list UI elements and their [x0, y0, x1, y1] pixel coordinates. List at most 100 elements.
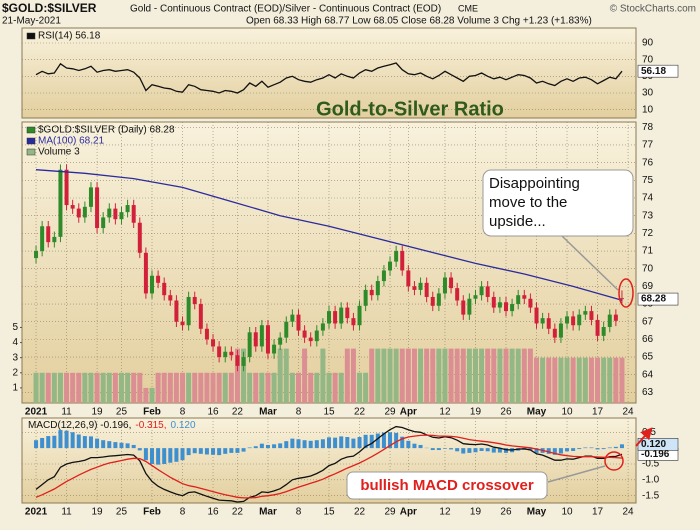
volume-bar	[314, 372, 320, 403]
last-value: -0.196	[641, 449, 670, 460]
x-tick-label: 10	[561, 507, 573, 518]
volume-bar	[94, 372, 100, 403]
candle-body	[510, 304, 515, 312]
volume-bar	[442, 348, 448, 403]
histogram-bar	[381, 432, 386, 449]
histogram-bar	[241, 448, 246, 452]
exchange: CME	[458, 3, 478, 13]
callout-box	[346, 471, 548, 500]
volume-bar	[155, 372, 161, 403]
histogram-bar	[357, 437, 362, 449]
volume-bar	[265, 372, 271, 403]
candle-body	[265, 325, 270, 354]
volume-bar	[295, 372, 301, 403]
x-tick-label: May	[527, 407, 547, 418]
volume-bar	[88, 372, 94, 403]
volume-bar	[332, 372, 338, 403]
volume-bar	[234, 348, 240, 403]
y-tick-label: 69	[642, 281, 654, 292]
volume-bar	[387, 348, 393, 403]
candle-body	[156, 275, 161, 283]
histogram-bar	[95, 438, 100, 449]
candle-body	[229, 351, 234, 356]
volume-bar	[527, 348, 533, 403]
y2-tick-label: 4	[12, 337, 18, 348]
x-tick-label: 2021	[25, 507, 48, 518]
histogram-bar	[272, 444, 277, 449]
x-tick-label: Feb	[143, 407, 161, 418]
histogram-bar	[320, 439, 325, 449]
histogram-bar	[363, 434, 368, 449]
legend-part: -0.315,	[135, 420, 166, 431]
date: 21-May-2021	[2, 16, 61, 27]
callout-line	[561, 235, 619, 291]
candle-body	[46, 226, 51, 243]
candle-body	[217, 346, 222, 358]
volume-bar	[448, 348, 454, 403]
y-tick-label: 90	[642, 38, 654, 49]
histogram-bar	[34, 440, 39, 449]
candle-body	[449, 277, 454, 289]
histogram-bar	[217, 448, 222, 456]
histogram-bar	[150, 448, 155, 464]
y-tick-label: 70	[642, 263, 654, 274]
volume-bar	[552, 357, 558, 403]
candle-body	[369, 289, 374, 296]
volume-bar	[466, 348, 472, 403]
series-line	[35, 169, 623, 301]
x-tick-label: 25	[116, 407, 128, 418]
candle-body	[497, 302, 502, 308]
histogram-bar	[394, 432, 399, 449]
legend-label: RSI(14) 56.18	[38, 31, 101, 42]
volume-bar	[509, 348, 515, 403]
histogram-bar	[442, 448, 447, 449]
candle-body	[131, 205, 136, 223]
histogram-bar	[327, 437, 331, 449]
y-tick-label: 63	[642, 387, 654, 398]
volume-bar	[399, 348, 405, 403]
candle-body	[339, 307, 344, 324]
panel-title: Gold-to-Silver Ratio	[316, 98, 504, 120]
legend-label: MA(100) 68.21	[38, 136, 105, 147]
volume-bar	[430, 348, 436, 403]
x-tick-label: Feb	[143, 507, 161, 518]
y2-tick-label: 3	[12, 352, 18, 363]
histogram-bar	[467, 448, 472, 453]
volume-bar	[180, 372, 186, 403]
volume-bar	[521, 348, 527, 403]
candle-body	[485, 286, 490, 297]
candle-body	[467, 298, 472, 315]
x-tick-label: 12	[439, 507, 451, 518]
highlight-circle	[604, 451, 624, 471]
volume-bar	[253, 372, 259, 403]
candle-body	[345, 307, 350, 319]
candle-body	[430, 296, 435, 306]
x-tick-label: 8	[296, 507, 302, 518]
histogram-bar	[290, 438, 295, 449]
description: Gold - Continuous Contract (EOD)/Silver …	[130, 4, 441, 15]
volume-bar	[76, 372, 82, 403]
histogram-bar	[168, 448, 173, 463]
histogram-bar	[552, 448, 557, 455]
last-value-box	[637, 292, 679, 306]
histogram-bar	[418, 444, 423, 449]
histogram-bar	[449, 448, 454, 450]
volume-bar	[601, 357, 607, 403]
histogram-bar	[259, 443, 264, 449]
candle-body	[272, 344, 277, 354]
y-tick-label: -1.5	[642, 490, 660, 501]
volume-bar	[424, 348, 430, 403]
volume-bar	[363, 372, 369, 403]
candle-body	[241, 357, 246, 366]
volume-bar	[222, 372, 228, 403]
y-tick-label: 70	[642, 54, 654, 65]
candle-body	[540, 318, 545, 324]
histogram-bar	[589, 447, 594, 449]
candle-body	[125, 205, 130, 213]
y-tick-label: 77	[642, 140, 654, 151]
candle-body	[381, 270, 386, 282]
histogram-bar	[314, 440, 319, 449]
volume-bar	[125, 372, 131, 403]
volume-bar	[558, 357, 564, 403]
histogram-bar	[412, 443, 417, 449]
